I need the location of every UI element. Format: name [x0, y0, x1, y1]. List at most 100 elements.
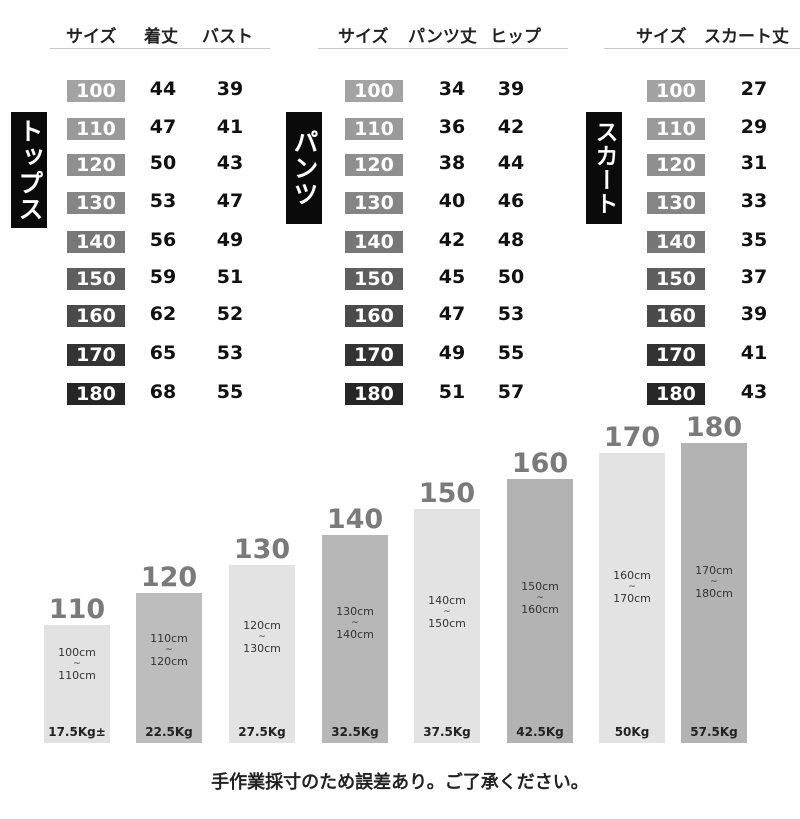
pants-header-size: サイズ — [338, 27, 389, 47]
skirt-value-a: 39 — [740, 303, 768, 325]
weight-label: 27.5Kg — [238, 725, 286, 739]
pants-value-b: 44 — [497, 152, 525, 174]
tops-size-chip: 100 — [67, 80, 125, 102]
tops-value-b: 41 — [216, 116, 244, 138]
height-range: 110cm ~120cm — [136, 632, 202, 669]
weight-label: 22.5Kg — [145, 725, 193, 739]
height-bar-size: 110 — [48, 594, 106, 625]
height-range-low: 130cm — [336, 605, 374, 619]
pants-value-a: 36 — [438, 116, 466, 138]
weight-label: 50Kg — [614, 725, 650, 739]
pants-label: パンツ — [286, 112, 322, 224]
height-range-high: 120cm — [150, 654, 188, 668]
height-range-low: 150cm — [521, 580, 559, 594]
height-bar: 110 100cm ~110cm 17.5Kg± — [44, 594, 110, 743]
height-range-low: 160cm — [613, 568, 651, 582]
height-bar: 170 160cm ~170cm 50Kg — [599, 422, 665, 743]
height-range-tilde: ~ — [710, 577, 718, 587]
skirt-size-chip: 100 — [647, 80, 705, 102]
pants-size-chip: 150 — [345, 268, 403, 290]
pants-value-b: 39 — [497, 78, 525, 100]
height-range: 140cm ~150cm — [414, 594, 480, 631]
tops-size-chip: 170 — [67, 344, 125, 366]
pants-value-a: 42 — [438, 229, 466, 251]
height-range-tilde: ~ — [536, 593, 544, 604]
tops-size-chip: 150 — [67, 268, 125, 290]
tops-header: サイズ 着丈 バスト — [50, 18, 270, 49]
tops-size-chip: 130 — [67, 192, 125, 214]
tops-label: トップス — [11, 112, 47, 228]
tops-header-bust: バスト — [202, 27, 253, 47]
weight-label: 17.5Kg± — [48, 725, 106, 739]
skirt-size-chip: 160 — [647, 305, 705, 327]
height-range-high: 140cm — [336, 628, 374, 642]
pants-value-b: 50 — [497, 266, 525, 288]
height-range: 160cm ~170cm — [599, 569, 665, 606]
tops-value-a: 59 — [149, 266, 177, 288]
tops-value-b: 43 — [216, 152, 244, 174]
height-bar-size: 130 — [233, 534, 291, 565]
height-range-tilde: ~ — [628, 581, 636, 592]
height-bar-size: 160 — [511, 448, 569, 479]
height-bar: 120 110cm ~120cm 22.5Kg — [136, 562, 202, 743]
height-range: 120cm ~130cm — [229, 619, 295, 656]
tops-value-a: 47 — [149, 116, 177, 138]
height-range-low: 110cm — [150, 631, 188, 645]
height-range-tilde: ~ — [443, 606, 451, 617]
skirt-size-chip: 130 — [647, 192, 705, 214]
pants-size-chip: 140 — [345, 231, 403, 253]
tops-value-a: 56 — [149, 229, 177, 251]
tops-value-a: 53 — [149, 190, 177, 212]
pants-size-chip: 160 — [345, 305, 403, 327]
height-bar-size: 150 — [418, 478, 476, 509]
pants-value-b: 48 — [497, 229, 525, 251]
tops-value-a: 68 — [149, 381, 177, 403]
skirt-size-chip: 180 — [647, 383, 705, 405]
height-range: 100cm ~110cm — [44, 646, 110, 683]
height-bar: 180 170cm ~180cm 57.5Kg — [681, 412, 747, 743]
pants-value-a: 38 — [438, 152, 466, 174]
pants-value-b: 53 — [497, 303, 525, 325]
height-range-high: 150cm — [428, 616, 466, 630]
height-range-tilde: ~ — [73, 658, 81, 669]
pants-header: サイズ パンツ丈 ヒップ — [318, 18, 568, 49]
tops-size-chip: 160 — [67, 305, 125, 327]
height-range-high: 180cm — [695, 587, 733, 600]
weight-label: 42.5Kg — [516, 725, 564, 739]
skirt-size-chip: 150 — [647, 268, 705, 290]
height-range-tilde: ~ — [351, 618, 359, 629]
tops-value-b: 51 — [216, 266, 244, 288]
skirt-header-size: サイズ — [636, 27, 687, 47]
height-range: 170cm ~180cm — [681, 564, 747, 601]
pants-value-a: 49 — [438, 342, 466, 364]
tops-value-b: 49 — [216, 229, 244, 251]
weight-label: 32.5Kg — [331, 725, 379, 739]
pants-size-chip: 170 — [345, 344, 403, 366]
tops-value-b: 39 — [216, 78, 244, 100]
tops-value-a: 65 — [149, 342, 177, 364]
measurement-note: 手作業採寸のため誤差あり。ご了承ください。 — [211, 772, 589, 793]
pants-value-a: 51 — [438, 381, 466, 403]
height-range-high: 130cm — [243, 641, 281, 655]
pants-size-chip: 110 — [345, 118, 403, 140]
tops-value-b: 52 — [216, 303, 244, 325]
skirt-size-chip: 140 — [647, 231, 705, 253]
skirt-label: スカート — [586, 112, 622, 224]
pants-size-chip: 120 — [345, 154, 403, 176]
pants-value-b: 55 — [497, 342, 525, 364]
height-bar-size: 140 — [326, 504, 384, 535]
skirt-value-a: 37 — [740, 266, 768, 288]
pants-value-a: 47 — [438, 303, 466, 325]
tops-value-a: 44 — [149, 78, 177, 100]
pants-value-a: 34 — [438, 78, 466, 100]
pants-value-a: 45 — [438, 266, 466, 288]
height-range-low: 100cm — [58, 645, 96, 659]
height-bar: 150 140cm ~150cm 37.5Kg — [414, 478, 480, 743]
tops-size-chip: 140 — [67, 231, 125, 253]
skirt-value-a: 33 — [740, 190, 768, 212]
skirt-value-a: 43 — [740, 381, 768, 403]
height-range-high: 170cm — [613, 591, 651, 605]
tops-value-b: 55 — [216, 381, 244, 403]
tops-size-chip: 110 — [67, 118, 125, 140]
tops-value-b: 53 — [216, 342, 244, 364]
